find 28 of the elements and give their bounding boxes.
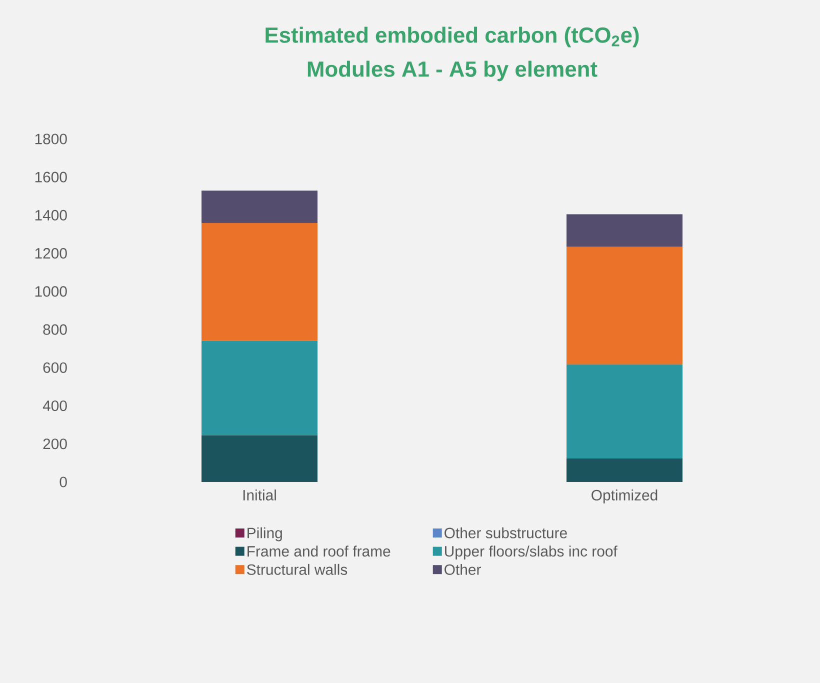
y-tick-label: 1000 [35, 286, 67, 297]
bar [202, 190, 318, 224]
y-tick-label: 0 [60, 476, 67, 488]
bar [566, 364, 683, 459]
x-tick-label: Optimized [592, 490, 658, 504]
legend-label: Upper floors/slabs inc roof [445, 546, 618, 560]
chart-title: Estimated embodied carbon (tCO$_{2}$e) [266, 26, 639, 48]
y-tick-label: 1200 [35, 248, 67, 259]
legend-label: Structural walls [247, 564, 348, 575]
chart-subtitle: Modules A1 - A5 by element [308, 60, 598, 82]
y-tick-label: 800 [43, 324, 67, 335]
y-tick-label: 1400 [35, 210, 67, 220]
y-tick-label: 400 [42, 400, 67, 412]
y-tick-label: 1600 [35, 172, 67, 182]
bar [566, 214, 683, 247]
legend-label: Frame and roof frame [248, 546, 390, 557]
bar [566, 458, 683, 482]
x-tick-label: Initial [243, 490, 276, 500]
legend-label: Piling [248, 527, 282, 542]
bar [202, 435, 318, 482]
bar [202, 223, 318, 341]
y-tick-label: 1800 [35, 134, 67, 144]
y-tick-label: 600 [43, 362, 67, 373]
legend-label: Other substructure [444, 527, 567, 538]
legend-label: Other [444, 564, 481, 575]
bar [566, 246, 683, 364]
y-tick-label: 200 [43, 438, 67, 450]
bar [202, 340, 318, 436]
